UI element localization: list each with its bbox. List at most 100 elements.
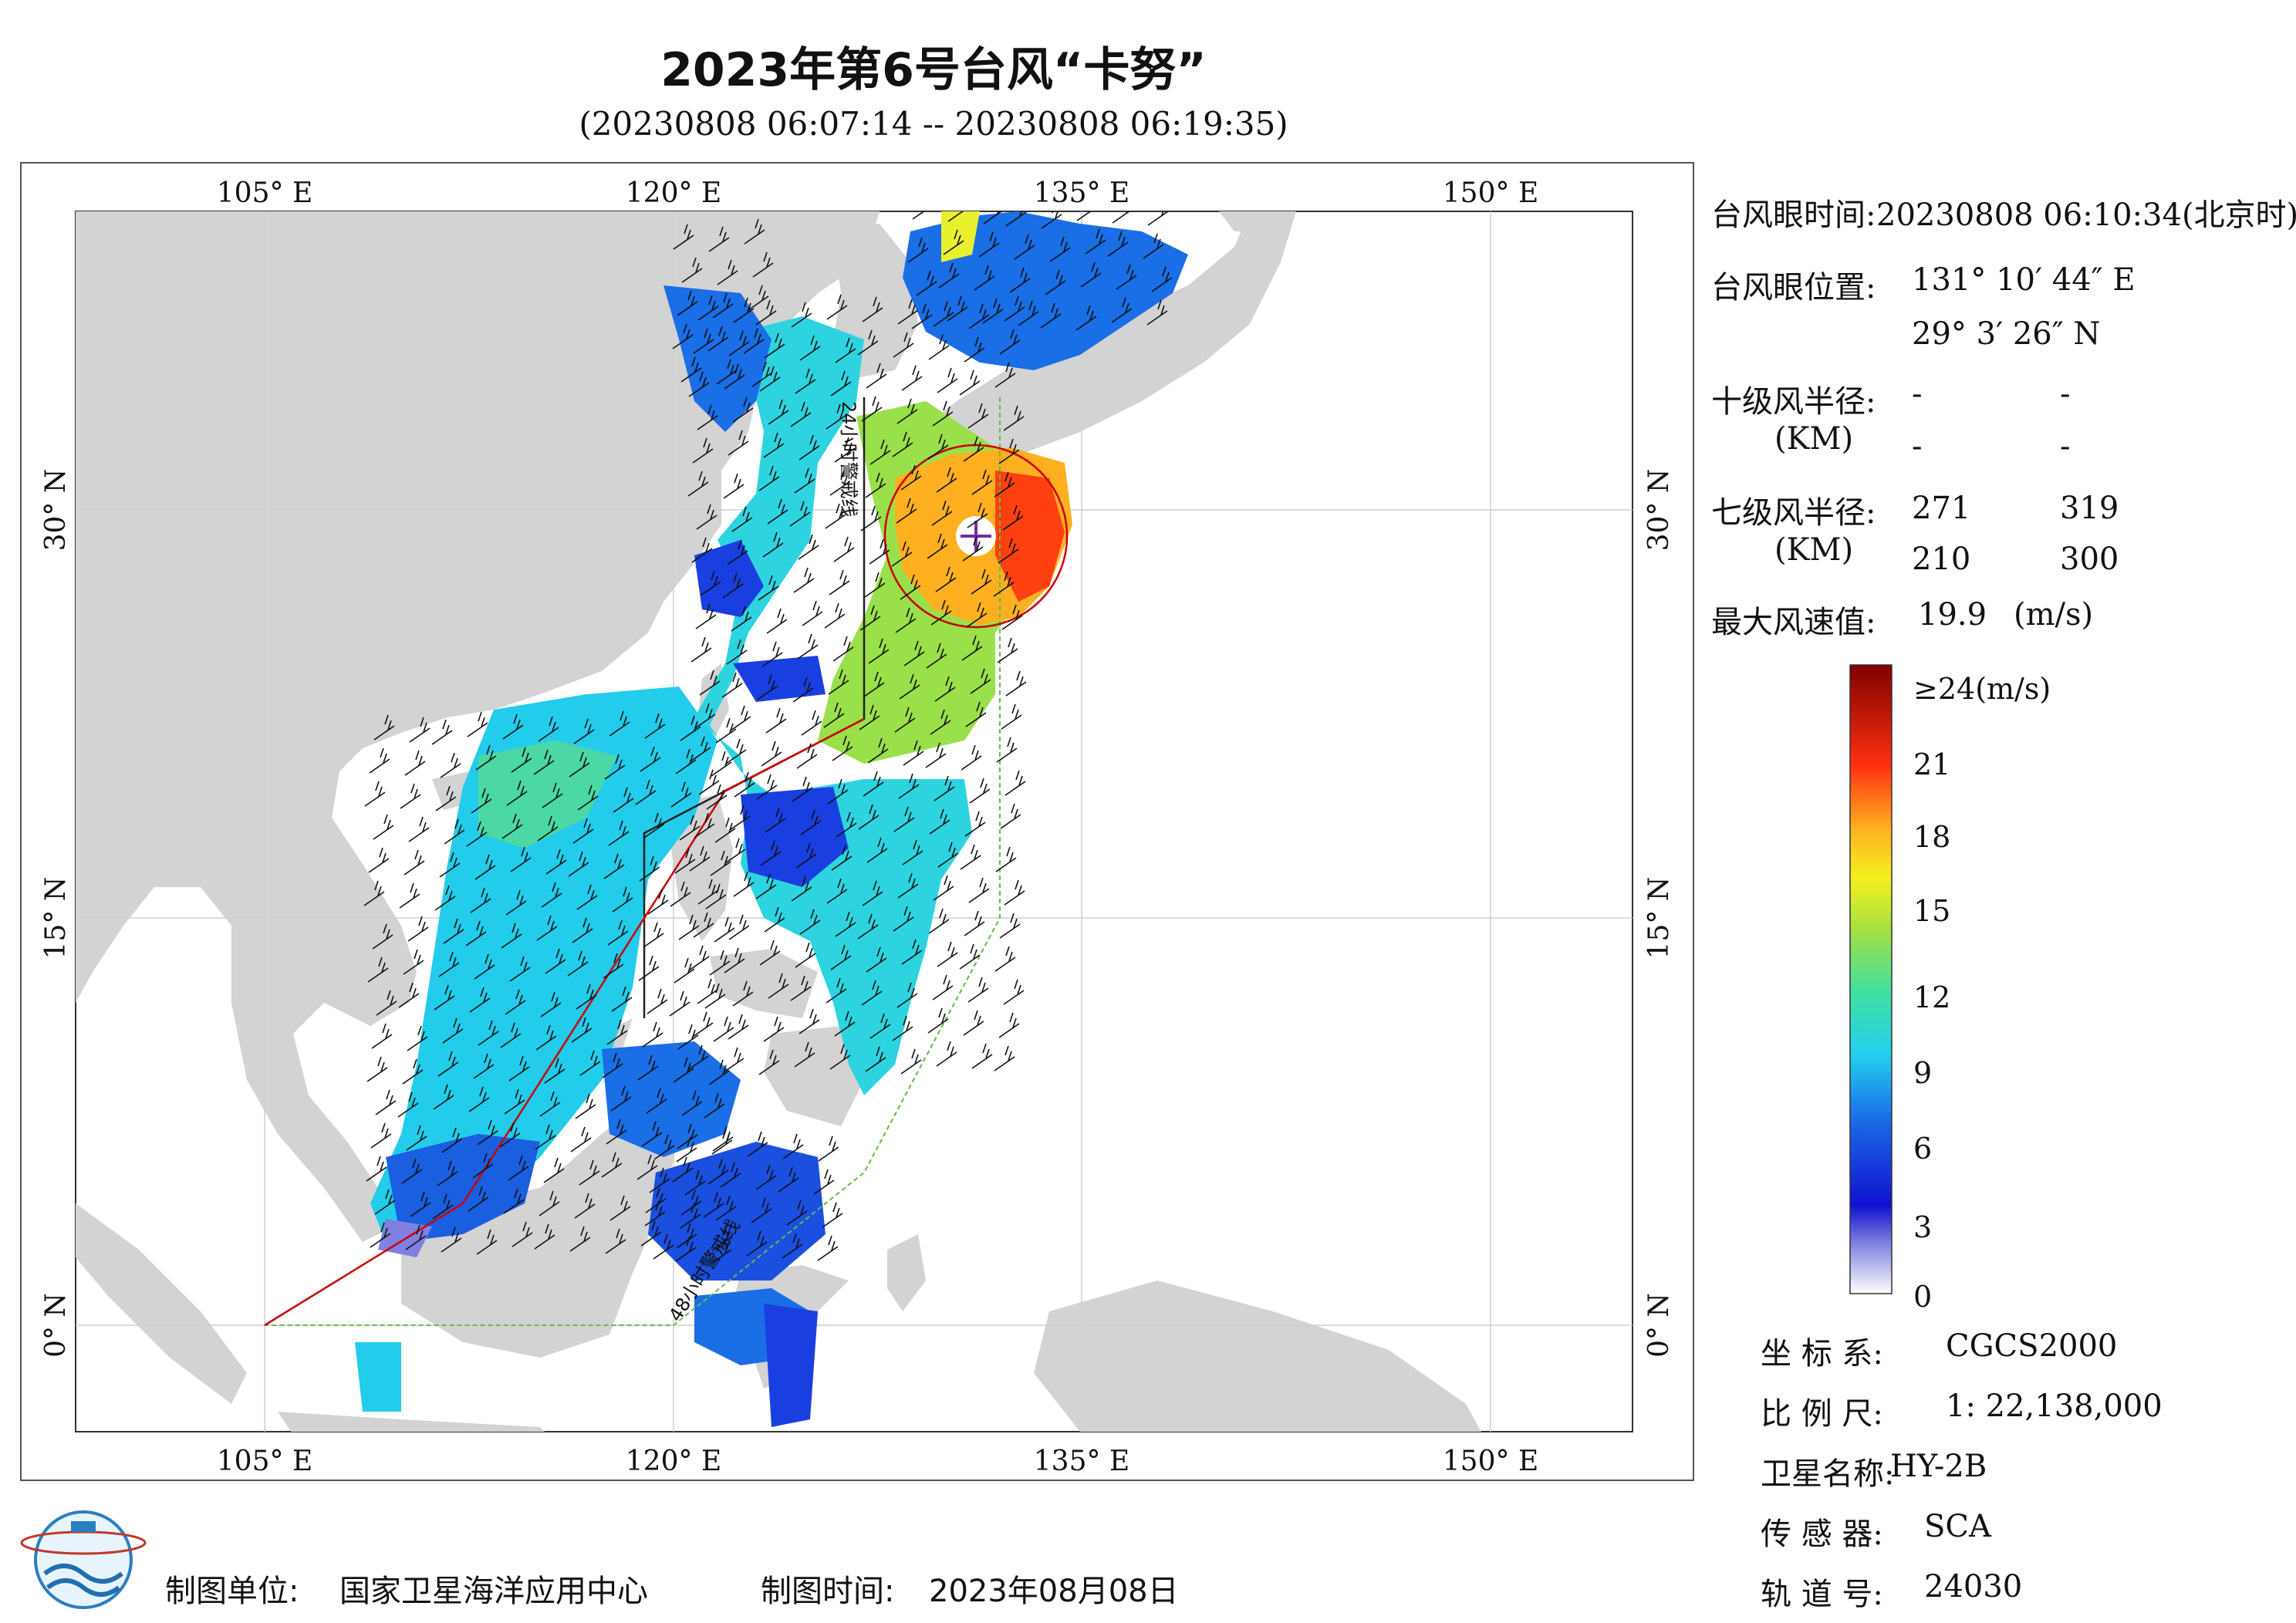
wind-barb [466,821,488,847]
wind-barbs [363,211,1173,1264]
wind-barb [649,1167,670,1193]
wind-barb [511,747,532,773]
wind-barb [678,914,700,940]
wind-barb [916,270,937,296]
wind-barb [1001,604,1023,630]
wind-barb [791,876,812,902]
wind-barb [795,942,816,968]
wind-barb [680,1189,702,1216]
wind-barb [505,989,526,1015]
wind-barb [370,1122,392,1149]
wind-barb [643,812,665,838]
wind-barb [971,569,992,595]
wind-barb [961,635,983,661]
wind-barb [832,636,854,662]
wind-barb [822,1202,843,1228]
wind-barb [795,368,816,394]
wind-barb [579,1050,601,1076]
wind-barb [728,330,750,356]
r10-value-4: - [2060,429,2071,464]
lat-label-right-30: 30° N [1643,469,1675,552]
wind-barb [647,889,669,915]
wind-barb [967,502,988,528]
wind-barb [509,956,531,982]
wind-barb [966,602,988,628]
wind-barb [681,257,703,283]
wind-barb [710,850,731,876]
r7-value-4: 300 [2060,542,2119,577]
wind-barb [407,916,429,942]
wind-barb [690,636,712,663]
wind-barb [778,1166,799,1193]
wind-barb [569,1226,591,1252]
wind-barb [764,332,785,359]
wind-barb [534,1223,555,1250]
wind-barb [863,671,885,697]
wind-barb [376,990,397,1016]
wind-barb [1041,211,1062,229]
orbit-label: 轨 道 号: [1761,1577,1883,1612]
wind-barb [751,361,773,387]
wind-barb [723,473,745,499]
wind-barb [928,334,950,360]
wind-barb [829,470,851,496]
swath-east-c [903,211,1188,370]
lat-label-left-30: 30° N [40,469,72,552]
wind-barb [1146,299,1168,326]
lat-label-right-15: 15° N [1643,877,1675,960]
wind-barb [536,915,558,941]
wind-barb [937,941,958,967]
wind-barb [994,946,1016,972]
wind-barb [1107,231,1129,257]
wind-barb [758,575,779,601]
wind-barb [1111,297,1133,323]
wind-barb [903,740,924,766]
r10-value-1: - [1912,376,1923,412]
typhoon-eye-marker [961,521,991,552]
swath-east-a [694,316,972,1095]
wind-barb [891,541,913,567]
wind-barb [724,838,746,864]
wind-barb [790,401,812,427]
wind-barb [893,906,914,932]
wind-barb [370,1222,391,1248]
wind-barb [647,988,668,1014]
wind-barb [829,1044,851,1070]
wind-barb [932,400,954,427]
wind-barb [711,1238,732,1264]
wind-barb [827,778,849,805]
wind-barb [797,633,819,660]
wind-barb [733,297,755,323]
crs-value: CGCS2000 [1946,1328,2118,1364]
r7-label: 七级风半径: [1711,495,1876,531]
land-mindanao [764,1026,864,1126]
wind-barb [608,820,630,846]
wind-barb [1018,300,1039,326]
wind-barb [696,504,718,530]
wind-barb [901,365,923,391]
wind-barb [404,750,426,776]
wind-barb [439,852,461,878]
wind-barb [366,1156,387,1182]
wind-barb [409,717,430,743]
wind-barb [441,1227,462,1253]
wind-barb [760,840,782,866]
land-halmahera [887,1234,926,1311]
wind-barb [935,566,957,592]
land-japan-main [918,211,1296,463]
wind-barb [407,1025,428,1051]
wind-barb [510,846,532,872]
wind-barb [964,811,986,837]
wind-barb [675,748,697,774]
wind-barb [707,326,729,352]
r7-value-3: 210 [1912,542,1971,577]
wind-barb [792,776,813,802]
wind-barb [727,539,748,565]
wind-barb [687,1044,709,1071]
wind-barb [864,572,886,598]
wind-barb [371,1023,393,1049]
wind-barb [501,923,522,949]
wind-barb [723,1047,745,1073]
wind-barb [826,294,848,320]
wind-barb [937,842,959,868]
